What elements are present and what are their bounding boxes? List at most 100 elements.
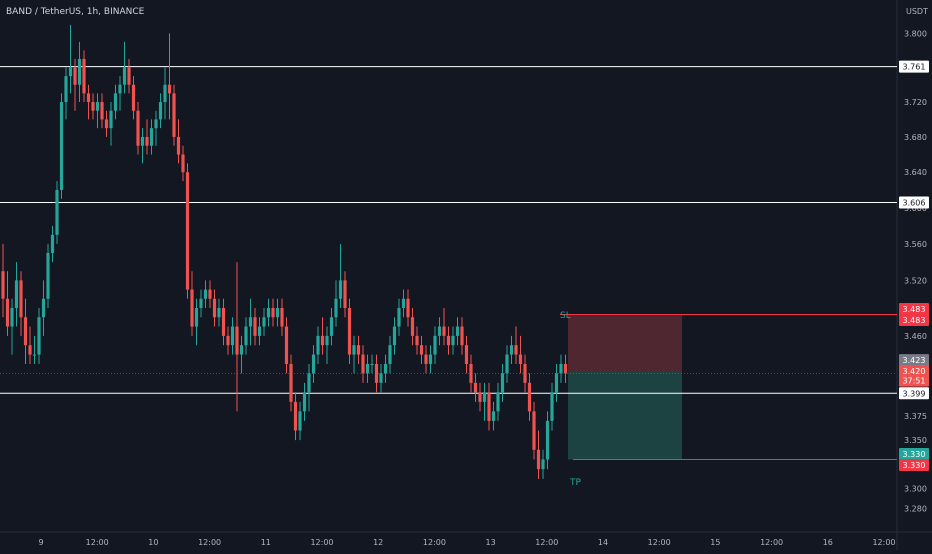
- candle: [208, 280, 212, 308]
- y-tick-label: 3.720: [904, 98, 927, 107]
- candle: [172, 84, 176, 146]
- candle: [235, 262, 239, 412]
- candle-body: [37, 317, 41, 355]
- level-high-tag-bg: [899, 60, 929, 73]
- candle: [374, 354, 379, 393]
- level-mid-tag-bg: [899, 196, 929, 209]
- candle: [329, 307, 334, 346]
- x-tick-label: 10: [148, 538, 158, 547]
- candle-body: [244, 326, 248, 346]
- current-price-tag-bg: [899, 365, 929, 378]
- last-price-tag-bg: [899, 354, 929, 367]
- candle: [433, 326, 437, 364]
- candle-body: [199, 298, 203, 308]
- candle-body: [478, 392, 482, 402]
- candle: [59, 93, 64, 199]
- candle-body: [514, 345, 518, 355]
- candle: [5, 271, 10, 336]
- candle: [491, 401, 496, 431]
- candle: [523, 354, 527, 393]
- candle: [68, 24, 73, 94]
- candle-body: [482, 392, 487, 402]
- candle-body: [532, 411, 536, 450]
- candle: [401, 289, 406, 318]
- countdown-tag: 37:51: [902, 377, 925, 386]
- candle-body: [307, 373, 311, 393]
- candle: [104, 110, 109, 137]
- candle-body: [73, 67, 77, 85]
- candle: [361, 345, 365, 383]
- candle: [496, 382, 500, 421]
- candle-body: [163, 84, 167, 103]
- candle: [320, 317, 325, 355]
- candle: [284, 317, 289, 374]
- level-low-tag: 3.399: [903, 389, 926, 398]
- candle-body: [388, 345, 392, 364]
- candle: [86, 84, 91, 120]
- candle-body: [82, 58, 86, 94]
- candle: [343, 271, 347, 318]
- quote-currency-label: USDT: [906, 7, 928, 16]
- candle-body: [122, 67, 127, 85]
- candle-body: [46, 252, 50, 299]
- candle: [415, 326, 419, 355]
- candle-body: [203, 289, 208, 299]
- candle: [163, 67, 167, 120]
- candle-body: [338, 280, 343, 299]
- candle-body: [302, 392, 307, 412]
- candle: [280, 298, 284, 336]
- level-mid-tag: 3.606: [903, 198, 926, 207]
- candle-body: [406, 298, 410, 318]
- candle: [149, 119, 154, 155]
- candle-body: [109, 110, 113, 129]
- candle: [388, 335, 392, 374]
- candle: [41, 280, 46, 336]
- x-tick-label: 14: [598, 538, 608, 547]
- candle: [334, 280, 338, 327]
- candle-body: [172, 93, 176, 137]
- candle: [379, 363, 383, 393]
- candle: [406, 289, 410, 327]
- candle: [442, 307, 446, 346]
- candle-body: [280, 307, 284, 327]
- candle: [541, 449, 545, 479]
- candle: [73, 58, 77, 111]
- candle-body: [289, 363, 293, 402]
- candle-body: [496, 392, 500, 412]
- candle: [113, 84, 118, 120]
- candle-body: [14, 280, 19, 308]
- candle: [419, 335, 424, 364]
- tp-price-tag-top-bg: [899, 447, 929, 460]
- candle-body: [28, 345, 32, 355]
- candle-body: [284, 326, 289, 364]
- candle-body: [68, 67, 73, 77]
- candle-body: [518, 354, 523, 364]
- candle-body: [325, 335, 329, 346]
- sl-price-tag-bottom: 3.483: [903, 316, 926, 325]
- candle: [289, 354, 293, 412]
- candle: [257, 317, 262, 346]
- candle: [397, 298, 401, 336]
- candle: [460, 317, 464, 355]
- candle-body: [257, 326, 262, 336]
- candle: [10, 298, 14, 355]
- candle-body: [131, 84, 136, 111]
- candle: [167, 33, 172, 120]
- x-tick-label: 15: [710, 538, 720, 547]
- candle-body: [334, 298, 338, 318]
- candle-body: [316, 335, 320, 355]
- candle-body: [23, 317, 28, 346]
- candle: [550, 382, 554, 431]
- candle-body: [221, 307, 226, 336]
- x-tick-label: 13: [486, 538, 496, 547]
- sl-price-tag-top: 3.483: [903, 305, 926, 314]
- candle-body: [266, 307, 271, 318]
- candle-body: [347, 307, 352, 355]
- candle: [424, 345, 428, 374]
- candle-body: [329, 317, 334, 336]
- candle-body: [248, 317, 253, 327]
- candle-body: [437, 326, 442, 336]
- candle: [545, 411, 550, 470]
